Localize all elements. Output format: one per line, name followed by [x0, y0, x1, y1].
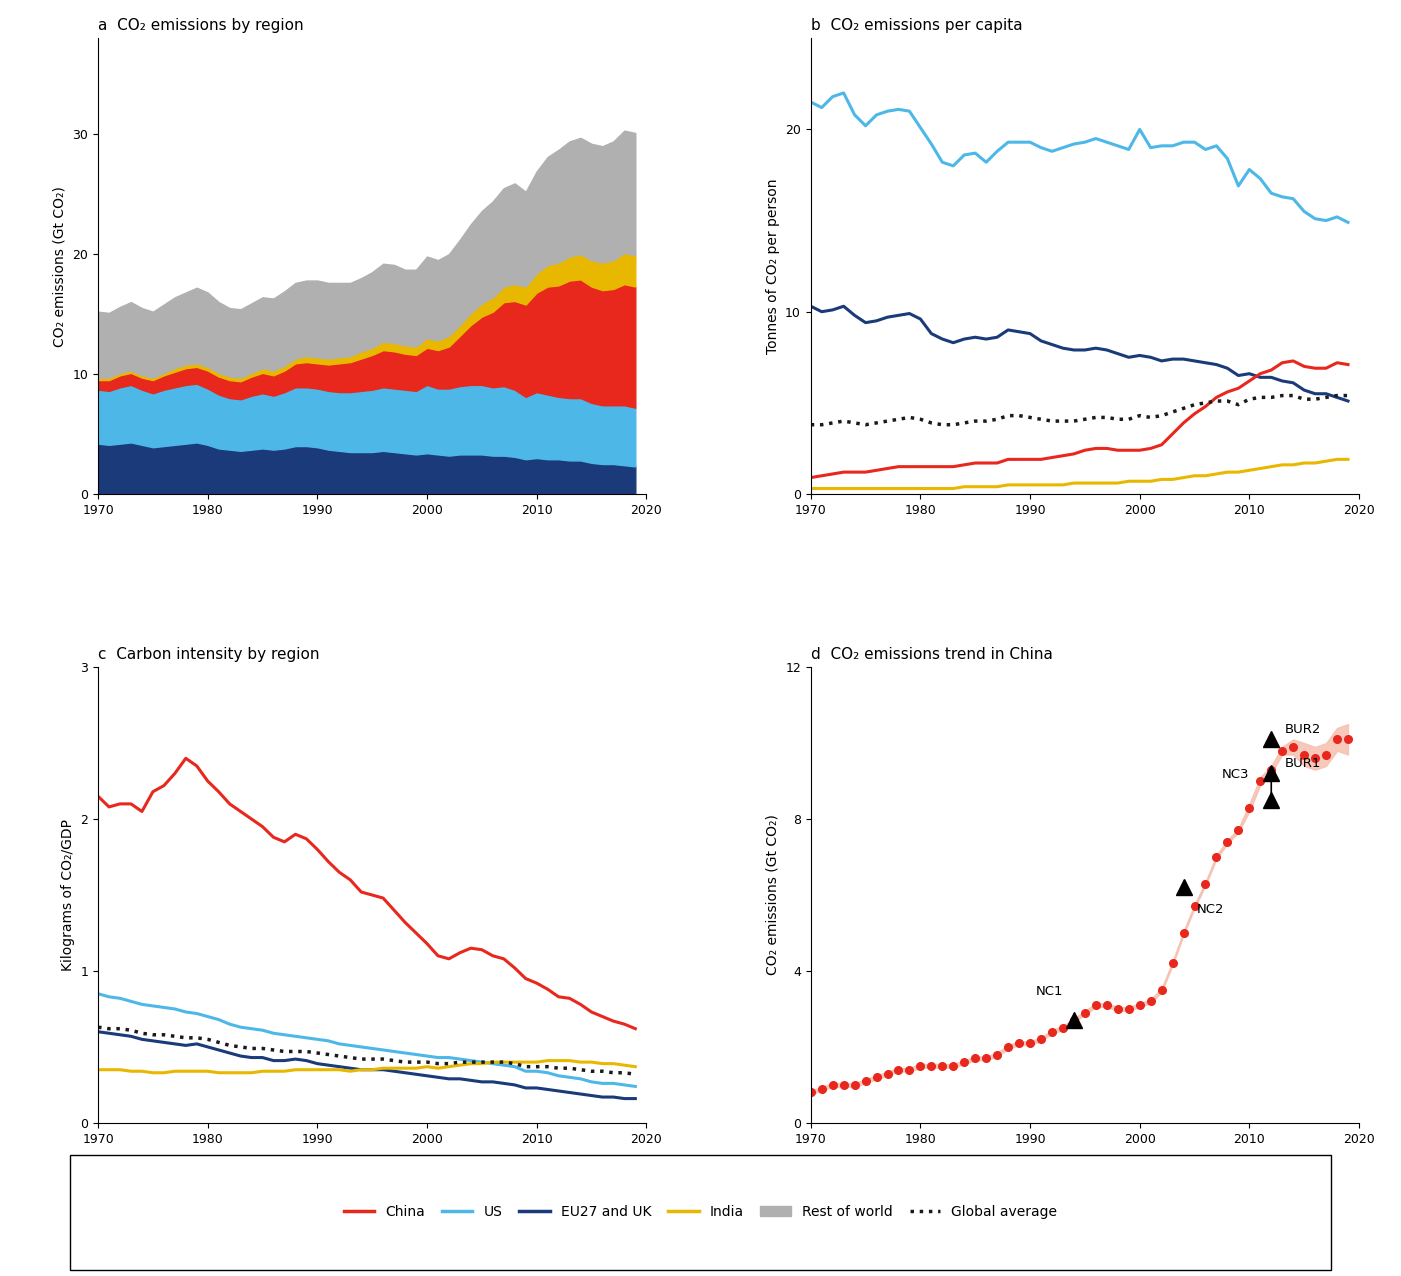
Text: BUR2: BUR2	[1285, 722, 1321, 735]
Text: a  CO₂ emissions by region: a CO₂ emissions by region	[98, 18, 304, 33]
Y-axis label: CO₂ emissions (Gt CO₂): CO₂ emissions (Gt CO₂)	[53, 186, 67, 347]
Text: NC3: NC3	[1222, 768, 1250, 781]
Text: b  CO₂ emissions per capita: b CO₂ emissions per capita	[811, 18, 1023, 33]
Legend: China, US, EU27 and UK, India, Rest of world, Global average: China, US, EU27 and UK, India, Rest of w…	[338, 1199, 1063, 1225]
Y-axis label: Tonnes of CO₂ per person: Tonnes of CO₂ per person	[765, 179, 779, 353]
FancyBboxPatch shape	[70, 1155, 1331, 1270]
Y-axis label: Kilograms of CO₂/GDP: Kilograms of CO₂/GDP	[60, 819, 74, 971]
Y-axis label: CO₂ emissions (Gt CO₂): CO₂ emissions (Gt CO₂)	[766, 814, 780, 975]
Text: BUR1: BUR1	[1285, 757, 1321, 769]
Text: c  Carbon intensity by region: c Carbon intensity by region	[98, 647, 319, 662]
Text: NC1: NC1	[1035, 985, 1063, 998]
Text: NC2: NC2	[1196, 902, 1224, 916]
Text: d  CO₂ emissions trend in China: d CO₂ emissions trend in China	[811, 647, 1052, 662]
